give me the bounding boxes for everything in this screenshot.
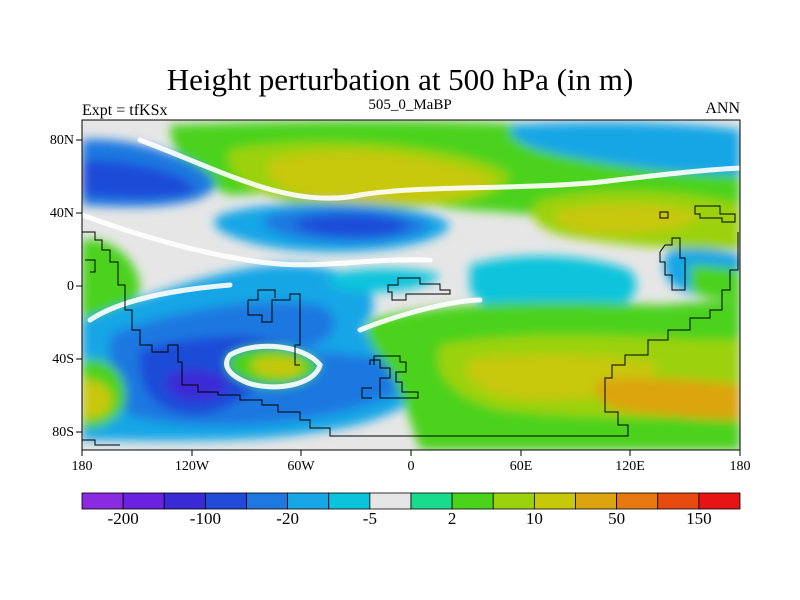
colorbar-swatch [451,492,494,510]
subtitle-right: ANN [705,100,740,117]
x-tick-label: 120E [615,459,645,474]
colorbar-label: -5 [362,509,377,528]
y-tick-label: 80S [52,425,74,440]
contour-fill [82,120,740,450]
y-tick-label: 40N [49,206,74,221]
y-tick-label: 80N [49,133,74,148]
x-tick-label: 60E [509,459,533,474]
x-tick-label: 180 [71,459,93,474]
colorbar-label: -100 [189,509,221,528]
colorbar-swatch [328,492,371,510]
colorbar-swatch [163,492,206,510]
subtitle-center: 505_0_MaBP [368,97,452,113]
x-tick-label: 120W [174,459,210,474]
subtitle-left: Expt = tfKSx [82,102,168,119]
x-tick-label: 180 [729,459,751,474]
y-tick-label: 0 [67,279,74,294]
x-tick-label: 0 [407,459,415,474]
axis-ticks [76,139,741,456]
colorbar-swatch [492,492,535,510]
colorbar [81,492,741,510]
colorbar-swatch [287,492,330,510]
chart-title: Height perturbation at 500 hPa (in m) [166,62,634,97]
colorbar-swatch [698,492,741,510]
colorbar-label: 50 [608,509,626,528]
colorbar-swatch [533,492,576,510]
x-tick-label: 60W [287,459,315,474]
coastline [82,205,739,446]
colorbar-label: 2 [447,509,457,528]
colorbar-swatch [246,492,289,510]
colorbar-label: 10 [525,509,543,528]
colorbar-swatch [204,492,247,510]
colorbar-swatch [122,492,165,510]
colorbar-swatch [410,492,453,510]
colorbar-swatch [81,492,124,510]
colorbar-swatch [616,492,659,510]
colorbar-swatch [575,492,618,510]
colorbar-swatch [369,492,412,510]
colorbar-label: -20 [276,509,299,528]
colorbar-swatch [657,492,700,510]
y-tick-label: 40S [52,352,74,367]
colorbar-label: 150 [686,509,712,528]
colorbar-label: -200 [107,509,139,528]
